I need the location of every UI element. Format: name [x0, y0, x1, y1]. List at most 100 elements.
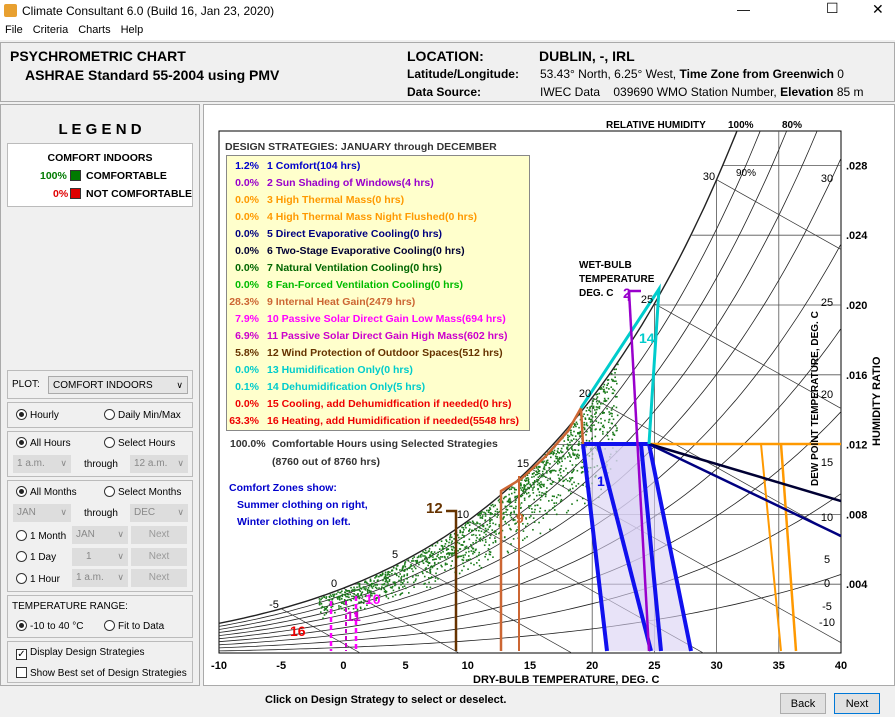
data-point	[425, 556, 427, 559]
plot-select[interactable]: COMFORT INDOORS	[48, 376, 188, 394]
strategy-row[interactable]: 7.9% 10 Passive Solar Direct Gain Low Mas…	[227, 313, 527, 330]
back-button[interactable]: Back	[780, 693, 826, 714]
show-best-checkbox[interactable]: Show Best set of Design Strategies	[16, 667, 187, 679]
data-point	[467, 522, 470, 524]
data-point	[456, 534, 459, 536]
data-point	[356, 589, 358, 591]
data-point	[392, 589, 395, 592]
data-point	[582, 426, 585, 429]
wet-bulb-tick-label: 30	[703, 171, 715, 183]
all-hours-radio[interactable]: All Hours	[16, 437, 71, 449]
maximize-button[interactable]: ☐	[826, 0, 839, 16]
plot-frame	[218, 130, 842, 654]
data-point	[616, 429, 618, 432]
data-point	[421, 560, 424, 563]
menu-help[interactable]: Help	[120, 24, 144, 36]
data-point	[537, 479, 540, 481]
month-from-select[interactable]: JAN	[13, 504, 71, 522]
fit-to-data-radio[interactable]: Fit to Data	[104, 620, 164, 632]
strategy-row[interactable]: 0.0% 4 High Thermal Mass Night Flushed(0 …	[227, 211, 527, 228]
strategy-row[interactable]: 5.8% 12 Wind Protection of Outdoor Spaces…	[227, 347, 527, 364]
data-point	[433, 563, 436, 565]
data-point	[318, 600, 321, 602]
strategy-row[interactable]: 0.0% 8 Fan-Forced Ventilation Cooling(0 h…	[227, 279, 527, 296]
select-months-radio[interactable]: Select Months	[104, 486, 181, 498]
menu-criteria[interactable]: Criteria	[32, 24, 69, 36]
hourly-radio[interactable]: Hourly	[16, 409, 59, 421]
strategy-row[interactable]: 0.0% 2 Sun Shading of Windows(4 hrs)	[227, 177, 527, 194]
all-months-radio[interactable]: All Months	[16, 486, 77, 498]
hour-to-select[interactable]: 12 a.m.	[130, 455, 188, 473]
data-point	[394, 594, 397, 596]
strategy-row[interactable]: 0.0% 7 Natural Ventilation Cooling(0 hrs)	[227, 262, 527, 279]
range-default-radio[interactable]: -10 to 40 °C	[16, 620, 83, 632]
next-hour-button[interactable]: Next	[131, 569, 187, 587]
data-point	[595, 397, 598, 400]
one-hour-select[interactable]: 1 a.m.	[72, 569, 128, 587]
strategy-row[interactable]: 0.0% 13 Humidification Only(0 hrs)	[227, 364, 527, 381]
data-point	[509, 514, 512, 517]
strategy-row[interactable]: 6.9% 11 Passive Solar Direct Gain High Ma…	[227, 330, 527, 347]
data-point	[498, 525, 501, 528]
strategy-row[interactable]: 1.2% 1 Comfort(104 hrs)	[227, 160, 527, 177]
select-hours-radio[interactable]: Select Hours	[104, 437, 175, 449]
data-point	[410, 560, 413, 562]
data-point	[489, 553, 492, 556]
next-month-button[interactable]: Next	[131, 526, 187, 544]
close-button[interactable]: ✕	[872, 1, 884, 17]
data-point	[591, 420, 594, 423]
data-point	[400, 592, 402, 595]
data-point	[515, 530, 517, 533]
data-point	[589, 421, 592, 423]
hour-from-select[interactable]: 1 a.m.	[13, 455, 71, 473]
data-point	[515, 513, 518, 516]
data-point	[371, 587, 374, 589]
menu-charts[interactable]: Charts	[78, 24, 111, 36]
data-point	[491, 519, 493, 521]
data-point	[468, 550, 470, 553]
strategy-row[interactable]: 0.0% 15 Cooling, add Dehumidfication if n…	[227, 398, 527, 415]
strategy-row[interactable]: 0.1% 14 Dehumidification Only(5 hrs)	[227, 381, 527, 398]
strategy-row[interactable]: 0.0% 5 Direct Evaporative Cooling(0 hrs)	[227, 228, 527, 245]
data-point	[611, 438, 614, 441]
one-day-select[interactable]: 1	[72, 548, 128, 566]
data-point	[558, 460, 560, 463]
data-point	[434, 580, 437, 582]
data-point	[473, 522, 475, 525]
one-day-radio[interactable]: 1 Day	[16, 551, 56, 563]
data-point	[586, 407, 589, 409]
data-point	[334, 611, 336, 614]
data-point	[346, 590, 348, 592]
temp-range-box: TEMPERATURE RANGE: -10 to 40 °C Fit to D…	[7, 595, 193, 638]
data-point	[514, 519, 516, 521]
data-point	[607, 421, 610, 424]
one-month-radio[interactable]: 1 Month	[16, 530, 66, 542]
data-point	[371, 594, 373, 597]
data-point	[515, 505, 517, 508]
one-month-select[interactable]: JAN	[72, 526, 128, 544]
data-point	[575, 421, 578, 424]
strategy-row[interactable]: 0.0% 6 Two-Stage Evaporative Cooling(0 hr…	[227, 245, 527, 262]
data-point	[616, 395, 618, 398]
display-strategies-checkbox[interactable]: ✓ Display Design Strategies	[16, 647, 145, 660]
data-point	[404, 565, 407, 568]
next-day-button[interactable]: Next	[131, 548, 187, 566]
data-point	[528, 507, 531, 509]
strategy-row[interactable]: 28.3% 9 Internal Heat Gain(2479 hrs)	[227, 296, 527, 313]
data-point	[613, 405, 615, 407]
data-point	[528, 481, 530, 483]
minimize-button[interactable]: —	[737, 2, 750, 17]
strategy-row[interactable]: 0.0% 3 High Thermal Mass(0 hrs)	[227, 194, 527, 211]
menu-file[interactable]: File	[5, 24, 23, 36]
month-to-select[interactable]: DEC	[130, 504, 188, 522]
daily-radio[interactable]: Daily Min/Max	[104, 409, 181, 421]
data-point	[364, 581, 366, 584]
one-hour-radio[interactable]: 1 Hour	[16, 573, 60, 585]
data-point	[342, 602, 345, 604]
next-button[interactable]: Next	[834, 693, 880, 714]
data-point	[460, 555, 463, 557]
strategy-row[interactable]: 63.3% 16 Heating, add Humidification if n…	[227, 415, 527, 432]
dew-point-tick-label: -5	[822, 601, 832, 613]
strategy-pct: 0.0%	[235, 364, 259, 376]
